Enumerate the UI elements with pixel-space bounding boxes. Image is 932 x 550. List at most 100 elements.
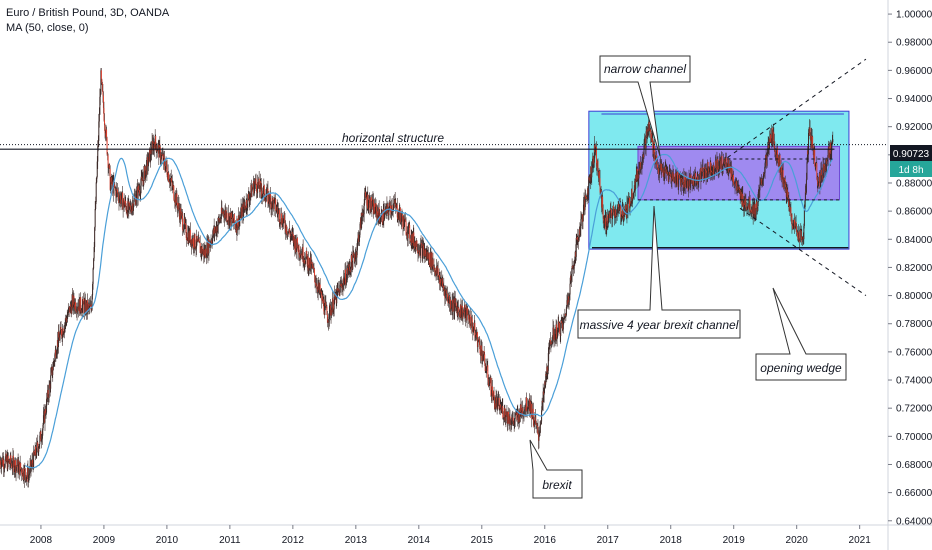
candle-body — [749, 197, 751, 213]
candle-body — [89, 304, 91, 307]
candle-body — [589, 177, 591, 182]
candle-body — [709, 169, 711, 171]
price-axis[interactable]: 0.640000.660000.680000.700000.720000.740… — [888, 10, 932, 528]
candle-body — [55, 349, 57, 359]
candle-body — [79, 297, 81, 314]
candle-body — [686, 180, 688, 182]
candle-body — [542, 391, 544, 403]
candle-body — [628, 197, 630, 199]
candle-body — [588, 177, 590, 195]
candle-body — [200, 247, 202, 254]
candle-body — [329, 304, 331, 320]
candle-body — [186, 239, 188, 241]
candle-body — [246, 199, 248, 208]
candle-body — [568, 298, 570, 303]
time-axis[interactable]: 2008 2009 2010 2011 2012 2013 2014 2015 2016 2017… — [30, 525, 871, 546]
candle-body — [651, 133, 653, 142]
candle-body — [808, 132, 810, 155]
candle-body — [582, 204, 584, 216]
candle-body — [154, 143, 156, 150]
wedge-lower-line[interactable] — [739, 207, 867, 296]
candle-body — [507, 411, 509, 420]
candle-body — [759, 184, 761, 191]
candle-body — [450, 308, 452, 310]
candle-body — [785, 184, 787, 188]
candle-body — [571, 265, 573, 274]
candle-body — [823, 164, 825, 173]
candle-body — [61, 330, 63, 337]
candle-body — [380, 214, 382, 221]
callout-narrow-channel[interactable]: narrow channel — [599, 55, 691, 157]
candle-body — [695, 178, 697, 184]
candle-body — [794, 225, 796, 229]
candle-body — [654, 162, 656, 164]
candle-body — [75, 310, 77, 312]
candle-body — [494, 403, 496, 410]
candle-body — [564, 313, 566, 319]
candle-body — [718, 165, 720, 170]
candle-body — [325, 302, 327, 306]
candle-body — [312, 266, 314, 270]
candle-body — [788, 205, 790, 212]
candle-body — [306, 256, 308, 267]
candle-body — [804, 200, 806, 210]
candle-body — [415, 240, 417, 247]
candle-body — [468, 319, 470, 322]
symbol-legend[interactable]: Euro / British Pound, 3D, OANDA — [6, 7, 170, 19]
y-tick-label: 0.84000 — [896, 235, 932, 246]
candle-body — [660, 163, 662, 170]
candle-body — [624, 205, 626, 211]
candle-body — [599, 178, 601, 193]
candle-body — [423, 245, 425, 256]
candle-body — [185, 224, 187, 238]
candle-body — [388, 208, 390, 216]
candle-body — [254, 184, 256, 194]
candle-body — [249, 193, 251, 198]
candle-body — [15, 465, 17, 473]
candle-body — [795, 221, 797, 226]
candle-body — [318, 282, 320, 290]
candle-body — [781, 166, 783, 180]
callout-opening-wedge[interactable]: opening wedge — [755, 287, 847, 381]
candle-body — [559, 322, 561, 334]
callout-massive-channel[interactable]: massive 4 year brexit channel — [577, 205, 741, 339]
candle-body — [267, 188, 269, 204]
candle-body — [363, 203, 365, 215]
candle-body — [829, 157, 831, 159]
candle-body — [745, 198, 747, 208]
candle-body — [731, 168, 733, 177]
candle-body — [319, 284, 321, 290]
plot-area[interactable] — [0, 0, 888, 525]
candle-body — [779, 155, 781, 163]
candle-body — [550, 342, 552, 345]
candle-body — [817, 182, 819, 186]
candle-body — [36, 442, 38, 443]
candle-body — [226, 212, 228, 218]
candle-body — [346, 267, 348, 274]
indicator-legend[interactable]: MA (50, close, 0) — [6, 22, 89, 34]
candle-body — [207, 238, 209, 254]
candle-body — [637, 174, 639, 179]
candle-body — [751, 209, 753, 212]
candle-body — [128, 202, 130, 204]
candle-body — [745, 207, 747, 208]
candle-body — [358, 234, 360, 242]
candle-body — [615, 209, 617, 217]
callout-brexit[interactable]: brexit — [529, 439, 583, 499]
candle-body — [620, 216, 622, 218]
candle-body — [17, 459, 19, 467]
candle-body — [530, 403, 532, 413]
candle-body — [462, 311, 464, 313]
candle-body — [577, 236, 579, 240]
candle-body — [690, 174, 692, 188]
candle-body — [393, 203, 395, 210]
candle-body — [511, 420, 513, 426]
candle-body — [45, 408, 47, 414]
candle-body — [452, 302, 454, 312]
candle-body — [143, 171, 145, 185]
candle-body — [417, 251, 419, 254]
candle-body — [826, 159, 828, 165]
candle-body — [214, 230, 216, 234]
candle-body — [263, 185, 265, 188]
